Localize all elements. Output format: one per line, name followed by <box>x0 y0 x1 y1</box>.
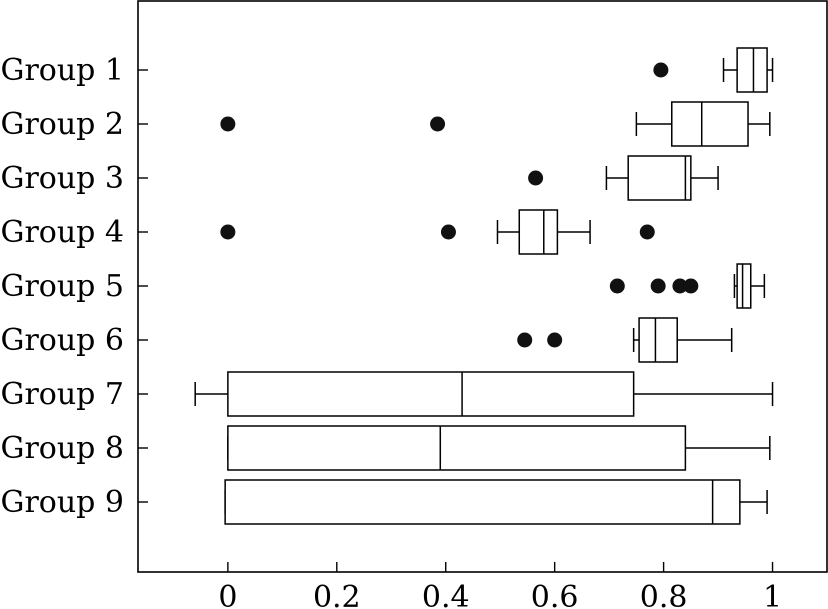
outlier-point <box>672 278 688 294</box>
outlier-point <box>220 116 236 132</box>
x-tick-label: 0 <box>218 580 237 609</box>
box-group-4 <box>220 209 655 255</box>
outlier-point <box>430 116 446 132</box>
box-iqr <box>227 425 687 471</box>
box-iqr <box>736 263 752 309</box>
x-tick-label: 0.8 <box>640 580 688 609</box>
category-label: Group 7 <box>0 377 124 412</box>
category-label: Group 1 <box>0 53 124 88</box>
outlier-point <box>528 170 544 186</box>
category-label: Group 4 <box>0 215 124 250</box>
outlier-point <box>639 224 655 240</box>
box-iqr <box>224 479 741 525</box>
outlier-point <box>650 278 666 294</box>
box-iqr <box>518 209 559 255</box>
box-iqr <box>638 317 678 363</box>
box-group-7 <box>194 371 774 417</box>
category-label: Group 5 <box>0 269 124 304</box>
category-label: Group 8 <box>0 431 124 466</box>
x-axis: 0 0.2 0.4 0.6 0.8 1 <box>218 562 782 609</box>
box-group-6 <box>517 317 733 363</box>
outlier-point <box>547 332 563 348</box>
x-tick-label: 0.6 <box>531 580 579 609</box>
category-label: Group 9 <box>0 485 124 520</box>
box-iqr <box>627 155 692 201</box>
box-group-8 <box>227 425 771 471</box>
box-iqr <box>671 101 749 147</box>
x-tick-label: 0.2 <box>313 580 361 609</box>
outlier-point <box>683 278 699 294</box>
box-group-1 <box>653 47 774 93</box>
outlier-point <box>440 224 456 240</box>
box-group-5 <box>609 263 766 309</box>
outlier-point <box>609 278 625 294</box>
box-group-3 <box>528 155 719 201</box>
box-group-9 <box>224 479 768 525</box>
box-iqr <box>227 371 635 417</box>
outlier-point <box>517 332 533 348</box>
x-tick-label: 0.4 <box>422 580 470 609</box>
y-axis: Group 1 Group 2 Group 3 Group 4 Group 5 Group… <box>0 53 148 520</box>
category-label: Group 3 <box>0 161 124 196</box>
outlier-point <box>220 224 236 240</box>
category-label: Group 6 <box>0 323 124 358</box>
boxes-layer <box>194 47 774 525</box>
category-label: Group 2 <box>0 107 124 142</box>
box-group-2 <box>220 101 771 147</box>
box-iqr <box>736 47 768 93</box>
outlier-point <box>653 62 669 78</box>
x-tick-label: 1 <box>763 580 782 609</box>
